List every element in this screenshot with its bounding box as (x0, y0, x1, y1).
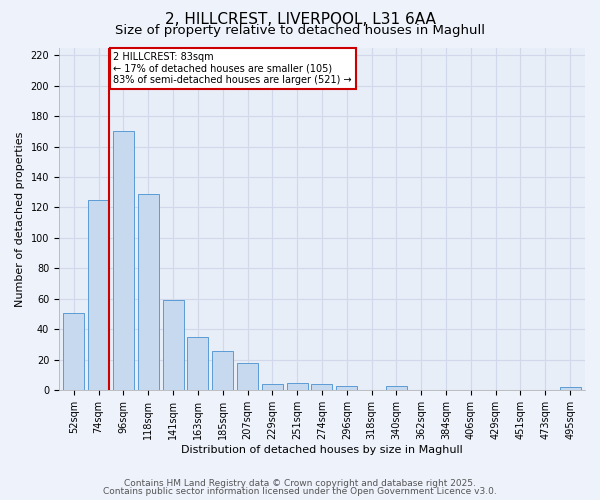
Bar (237, 363, 258, 390)
Y-axis label: Number of detached properties: Number of detached properties (15, 131, 25, 306)
Bar (113, 132, 134, 390)
Bar (386, 386, 407, 390)
Text: Size of property relative to detached houses in Maghull: Size of property relative to detached ho… (115, 24, 485, 37)
Bar (88, 200, 109, 390)
Bar (137, 194, 159, 390)
Text: Contains public sector information licensed under the Open Government Licence v3: Contains public sector information licen… (103, 487, 497, 496)
Bar (311, 384, 332, 390)
Bar (560, 388, 581, 390)
Bar (63, 312, 85, 390)
X-axis label: Distribution of detached houses by size in Maghull: Distribution of detached houses by size … (181, 445, 463, 455)
Bar (163, 300, 184, 390)
Bar (187, 337, 208, 390)
Bar (287, 382, 308, 390)
Bar (262, 384, 283, 390)
Text: 2, HILLCREST, LIVERPOOL, L31 6AA: 2, HILLCREST, LIVERPOOL, L31 6AA (164, 12, 436, 28)
Text: Contains HM Land Registry data © Crown copyright and database right 2025.: Contains HM Land Registry data © Crown c… (124, 478, 476, 488)
Text: 2 HILLCREST: 83sqm
← 17% of detached houses are smaller (105)
83% of semi-detach: 2 HILLCREST: 83sqm ← 17% of detached hou… (113, 52, 352, 86)
Bar (212, 350, 233, 391)
Bar (336, 386, 358, 390)
